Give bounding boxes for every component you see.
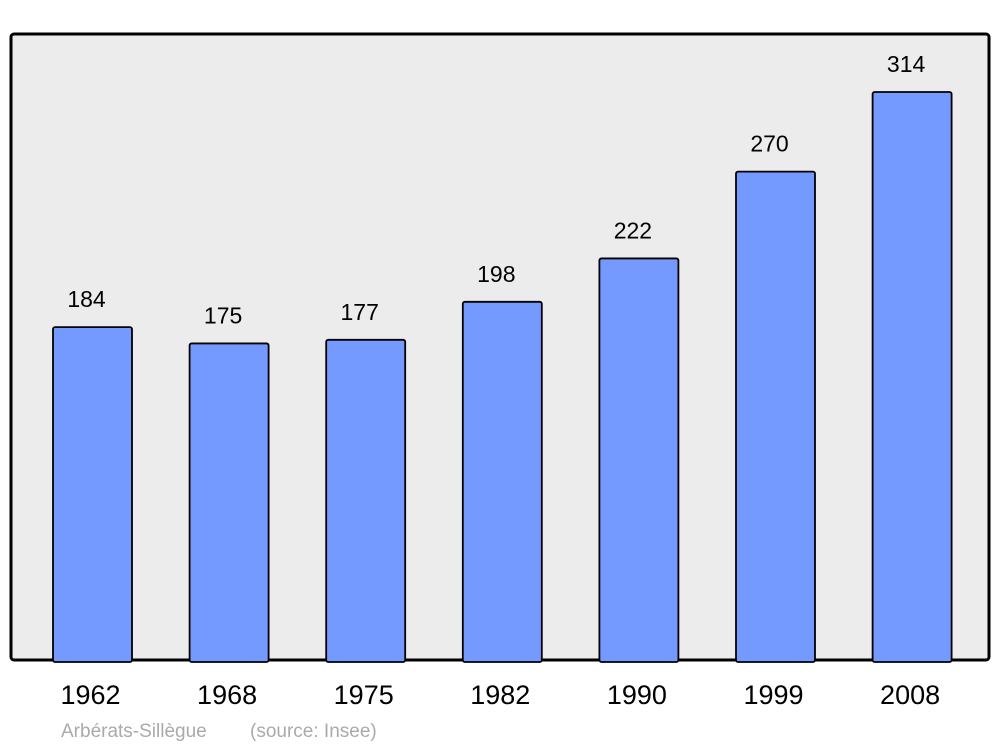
- data-label-1962: 184: [67, 286, 106, 312]
- data-label-1982: 198: [477, 261, 515, 287]
- x-tick-label-2008: 2008: [880, 680, 940, 710]
- data-label-1975: 177: [341, 299, 379, 325]
- x-tick-label-1982: 1982: [470, 680, 530, 710]
- bar-1962: [52, 326, 133, 663]
- bar-1999: [735, 170, 816, 663]
- bar-1968: [188, 342, 270, 663]
- caption-place: Arbérats-Sillègue: [61, 721, 207, 742]
- x-tick-label-1999: 1999: [743, 680, 803, 710]
- x-tick-label-1990: 1990: [607, 680, 667, 710]
- bar-1990: [598, 257, 680, 663]
- data-label-1999: 270: [750, 131, 788, 157]
- data-label-1990: 222: [614, 217, 652, 243]
- bar-2008: [871, 91, 953, 663]
- caption-source: (source: Insee): [250, 721, 377, 742]
- bar-1982: [461, 300, 543, 663]
- data-label-1968: 175: [204, 302, 242, 328]
- x-tick-label-1975: 1975: [334, 680, 394, 710]
- x-tick-label-1968: 1968: [197, 680, 257, 710]
- x-tick-label-1962: 1962: [60, 680, 120, 710]
- bar-1975: [325, 338, 407, 663]
- data-label-2008: 314: [887, 51, 926, 77]
